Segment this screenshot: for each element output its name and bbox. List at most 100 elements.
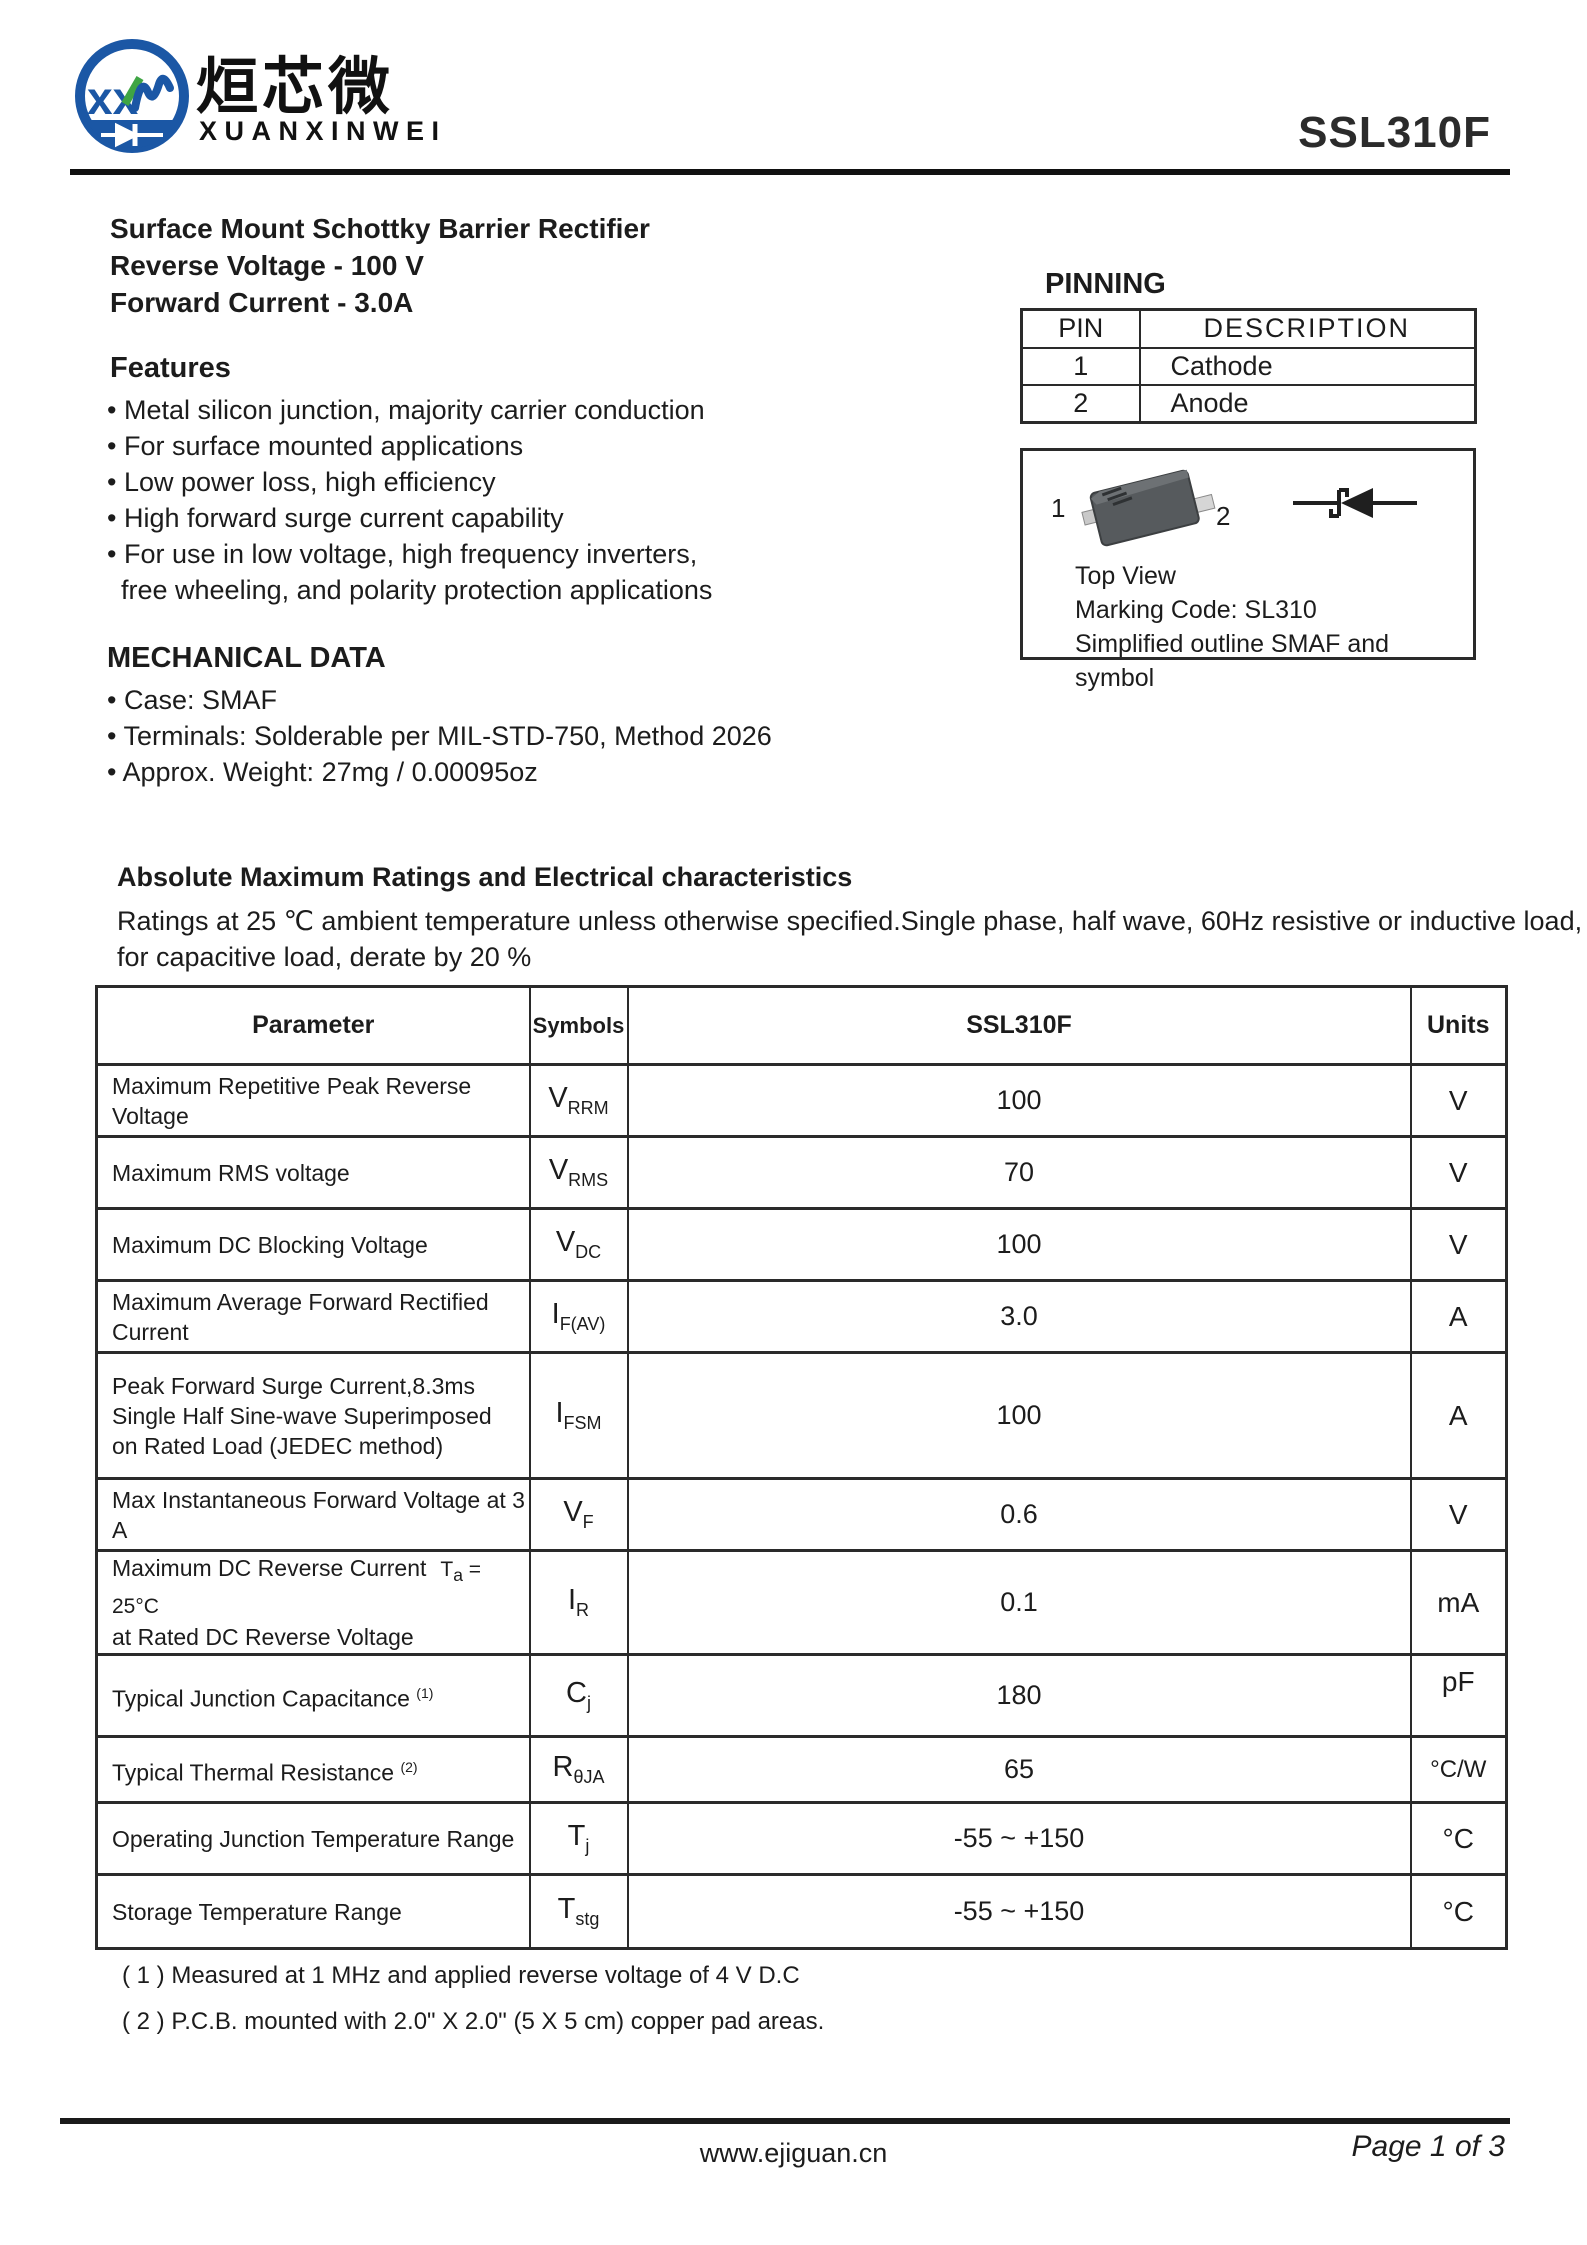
parameter-cell: Typical Thermal Resistance (2) (95, 1735, 531, 1805)
table-row: Typical Junction Capacitance (1) Cj 180 … (95, 1653, 1508, 1739)
mechanical-data-list: • Case: SMAF • Terminals: Solderable per… (107, 682, 772, 790)
package-pin1-label: 1 (1051, 493, 1066, 523)
unit-cell: mA (1409, 1548, 1508, 1657)
symbol-cell: RθJA (528, 1735, 629, 1805)
table-row: Typical Thermal Resistance (2) RθJA 65 °… (95, 1735, 1508, 1805)
value-cell: 65 (626, 1735, 1412, 1805)
product-reverse-voltage: Reverse Voltage - 100 V (110, 250, 424, 281)
parameter-cell: Maximum Repetitive Peak Reverse Voltage (95, 1063, 531, 1138)
ratings-heading: Absolute Maximum Ratings and Electrical … (117, 862, 853, 892)
feature-item: • Low power loss, high efficiency (107, 467, 496, 497)
value-cell: 0.6 (626, 1477, 1412, 1552)
parameter-cell: Peak Forward Surge Current,8.3ms Single … (95, 1351, 531, 1480)
parameter-line: Single Half Sine-wave Superimposed (112, 1402, 492, 1429)
package-3d-icon (1081, 469, 1216, 547)
company-logo: xx (73, 30, 191, 168)
product-title: Surface Mount Schottky Barrier Rectifier (110, 213, 650, 244)
unit-cell: V (1409, 1063, 1508, 1138)
symbol-cell: VDC (528, 1207, 629, 1282)
product-description: Surface Mount Schottky Barrier Rectifier… (110, 210, 650, 321)
table-row: Maximum Repetitive Peak Reverse Voltage … (95, 1063, 1508, 1138)
unit-cell: °C (1409, 1801, 1508, 1877)
parameter-line: at Rated DC Reverse Voltage (112, 1624, 414, 1651)
unit-cell: A (1409, 1279, 1508, 1354)
value-cell: 3.0 (626, 1279, 1412, 1354)
ratings-note-line2: for capacitive load, derate by 20 % (117, 942, 532, 972)
feature-item-wrap: free wheeling, and polarity protection a… (121, 575, 713, 605)
description-column-header: DESCRIPTION (1138, 308, 1477, 349)
mechanical-item: • Approx. Weight: 27mg / 0.00095oz (107, 757, 538, 787)
value-cell: 0.1 (626, 1548, 1412, 1657)
symbol-base: V (548, 1082, 568, 1115)
value-cell: 100 (626, 1351, 1412, 1480)
package-caption-top-view: Top View (1075, 562, 1176, 590)
value-cell: -55 ~ +150 (626, 1801, 1412, 1877)
unit-cell: V (1409, 1477, 1508, 1552)
symbol-base: I (551, 1298, 560, 1331)
symbol-base: T (557, 1893, 576, 1926)
header-divider (70, 169, 1510, 175)
feature-item: • High forward surge current capability (107, 503, 564, 533)
parameter-column-header: Parameter (95, 985, 531, 1066)
parameter-cell: Operating Junction Temperature Range (95, 1801, 531, 1877)
parameter-cell: Typical Junction Capacitance (1) (95, 1653, 531, 1739)
footnote-ref: (2) (400, 1758, 418, 1775)
company-name-chinese: 烜芯微 (196, 53, 395, 122)
condition-subscript: a (453, 1565, 463, 1586)
table-row: 1 Cathode (1020, 346, 1477, 386)
value-cell: 180 (626, 1653, 1412, 1739)
feature-item: • For surface mounted applications (107, 431, 524, 461)
mechanical-data-heading: MECHANICAL DATA (107, 642, 386, 674)
symbol-cell: IFSM (528, 1351, 629, 1480)
schottky-diode-symbol-icon (1293, 488, 1417, 518)
part-number-title: SSL310F (1298, 108, 1491, 157)
symbol-subscript: DC (575, 1241, 602, 1262)
parameter-cell: Maximum DC Reverse Current Ta = 25°C at R… (95, 1548, 531, 1657)
ratings-note: Ratings at 25 ℃ ambient temperature unle… (117, 903, 1582, 975)
symbol-cell: VRMS (528, 1135, 629, 1210)
units-column-header: Units (1409, 985, 1508, 1066)
symbol-base: V (563, 1496, 583, 1529)
unit-cell: °C (1409, 1873, 1508, 1951)
package-captions: Top View Marking Code: SL310 Simplified … (1075, 559, 1473, 695)
symbol-base: I (567, 1584, 577, 1617)
parameter-cell: Maximum DC Blocking Voltage (95, 1207, 531, 1282)
symbol-cell: Tj (528, 1801, 629, 1877)
unit-cell: A (1409, 1351, 1508, 1480)
footer-page-number: Page 1 of 3 (1351, 2130, 1505, 2163)
footer-url: www.ejiguan.cn (699, 2138, 888, 2168)
symbol-base: C (566, 1677, 587, 1710)
symbol-cell: Tstg (528, 1873, 629, 1951)
footnote-ref: (1) (416, 1684, 434, 1701)
symbol-subscript: j (585, 1836, 590, 1857)
symbol-cell: VF (528, 1477, 629, 1552)
value-column-header: SSL310F (626, 985, 1412, 1066)
pin-1-number: 1 (1020, 346, 1141, 386)
parameter-line: on Rated Load (JEDEC method) (112, 1432, 444, 1459)
footer-divider (60, 2118, 1510, 2124)
symbol-subscript: RRM (567, 1097, 609, 1118)
feature-item: • Metal silicon junction, majority carri… (107, 395, 705, 425)
symbol-base: I (555, 1397, 564, 1430)
unit-cell: V (1409, 1207, 1508, 1282)
table-row: Peak Forward Surge Current,8.3ms Single … (95, 1351, 1508, 1480)
parameter-text: Typical Thermal Resistance (112, 1759, 395, 1786)
parameter-cell: Storage Temperature Range (95, 1873, 531, 1951)
value-cell: 100 (626, 1063, 1412, 1138)
package-pin2-label: 2 (1216, 501, 1231, 531)
value-cell: 100 (626, 1207, 1412, 1282)
table-row: Maximum DC Blocking Voltage VDC 100 V (95, 1207, 1508, 1282)
footnote-2: ( 2 ) P.C.B. mounted with 2.0" X 2.0" (5… (122, 2008, 825, 2035)
pin-2-number: 2 (1020, 383, 1141, 424)
pin-column-header: PIN (1020, 308, 1141, 349)
unit-cell: V (1409, 1135, 1508, 1210)
symbol-base: R (552, 1751, 574, 1784)
parameter-cell: Max Instantaneous Forward Voltage at 3 A (95, 1477, 531, 1552)
features-heading: Features (110, 352, 231, 384)
symbol-cell: IR (528, 1548, 629, 1657)
table-row: Storage Temperature Range Tstg -55 ~ +15… (95, 1873, 1508, 1951)
logo-xxw-icon: xx (75, 39, 189, 153)
mechanical-item: • Case: SMAF (107, 685, 277, 715)
table-row: Maximum Average Forward Rectified Curren… (95, 1279, 1508, 1354)
